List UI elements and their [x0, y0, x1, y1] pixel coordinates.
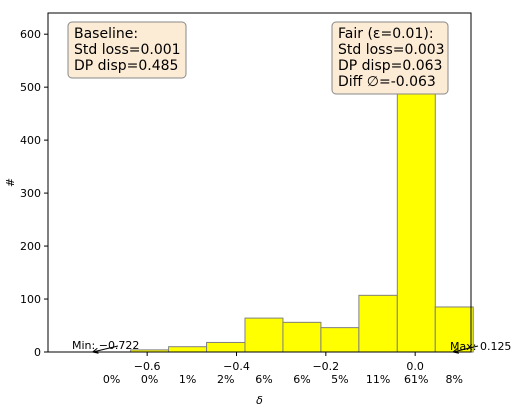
fair-box-line: DP disp=0.063 — [338, 58, 442, 74]
y-tick-label: 200 — [20, 240, 41, 253]
y-axis-ticks: 0 100 200 300 400 500 600 — [20, 28, 48, 359]
y-tick-label: 100 — [20, 293, 41, 306]
histogram-bar — [434, 306, 474, 353]
fair-info-box: Fair (ε=0.01): Std loss=0.003 DP disp=0.… — [331, 21, 449, 95]
fair-box-line: Fair (ε=0.01): — [338, 26, 434, 42]
max-annotation: Max: 0.125 — [450, 340, 511, 353]
min-annotation: Min: −0.722 — [72, 339, 139, 352]
baseline-info-box: Baseline: Std loss=0.001 DP disp=0.485 — [67, 21, 187, 79]
x-axis-label: δ — [256, 394, 263, 407]
plot-frame — [47, 12, 472, 353]
histogram-bar — [168, 346, 208, 353]
bin-percent-label: 0% — [141, 373, 158, 386]
histogram-bar — [320, 327, 360, 353]
bin-percent-label: 11% — [366, 373, 390, 386]
histogram-bar — [282, 321, 322, 353]
y-tick-label: 0 — [34, 346, 41, 359]
baseline-box-background — [67, 21, 187, 79]
histogram-bar — [244, 317, 284, 353]
fair-box-line: Std loss=0.003 — [338, 42, 445, 58]
x-tick-label: 0.0 — [406, 360, 424, 373]
y-tick-label: 300 — [20, 187, 41, 200]
baseline-box-line: Baseline: — [74, 26, 138, 42]
bin-percent-label: 6% — [293, 373, 310, 386]
x-tick-label: −0.6 — [134, 360, 161, 373]
x-tick-label: −0.4 — [223, 360, 250, 373]
fair-box-background — [331, 21, 449, 95]
percent-labels: 0% 0% 1% 2% 6% 6% 5% 11% 61% 8% — [103, 373, 463, 386]
y-axis-label: # — [4, 178, 17, 187]
histogram-bar — [358, 294, 398, 353]
bin-percent-label: 0% — [103, 373, 120, 386]
bin-percent-label: 1% — [179, 373, 196, 386]
x-axis-ticks: −0.6 −0.4 −0.2 0.0 — [134, 352, 424, 373]
baseline-box-line: Std loss=0.001 — [74, 42, 181, 58]
baseline-box-line: DP disp=0.485 — [74, 58, 178, 74]
bin-percent-label: 8% — [446, 373, 463, 386]
bin-percent-label: 2% — [217, 373, 234, 386]
bin-percent-label: 5% — [331, 373, 348, 386]
bin-percent-label: 6% — [255, 373, 272, 386]
x-tick-label: −0.2 — [312, 360, 339, 373]
fair-box-line: Diff ∅=-0.063 — [338, 74, 436, 90]
y-tick-label: 600 — [20, 28, 41, 41]
y-tick-label: 400 — [20, 134, 41, 147]
y-tick-label: 500 — [20, 81, 41, 94]
bin-percent-label: 61% — [404, 373, 428, 386]
histogram-bar — [206, 341, 246, 353]
